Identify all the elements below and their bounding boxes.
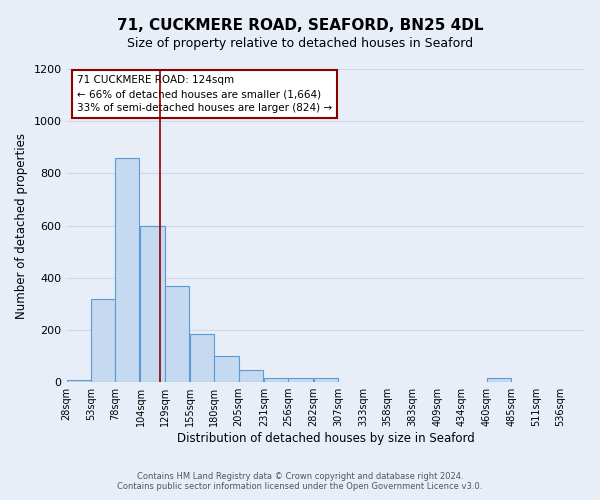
Text: 71, CUCKMERE ROAD, SEAFORD, BN25 4DL: 71, CUCKMERE ROAD, SEAFORD, BN25 4DL bbox=[117, 18, 483, 32]
Text: Contains public sector information licensed under the Open Government Licence v3: Contains public sector information licen… bbox=[118, 482, 482, 491]
Bar bbox=[165, 286, 189, 382]
Bar bbox=[239, 370, 263, 382]
Bar bbox=[487, 378, 511, 382]
Text: Contains HM Land Registry data © Crown copyright and database right 2024.: Contains HM Land Registry data © Crown c… bbox=[137, 472, 463, 481]
Bar bbox=[115, 158, 139, 382]
Text: 71 CUCKMERE ROAD: 124sqm
← 66% of detached houses are smaller (1,664)
33% of sem: 71 CUCKMERE ROAD: 124sqm ← 66% of detach… bbox=[77, 76, 332, 114]
Bar bbox=[314, 378, 338, 382]
Bar bbox=[214, 356, 239, 382]
Bar bbox=[190, 334, 214, 382]
Bar bbox=[67, 380, 91, 382]
Bar bbox=[264, 378, 289, 382]
Bar bbox=[91, 298, 115, 382]
Y-axis label: Number of detached properties: Number of detached properties bbox=[15, 132, 28, 318]
Bar bbox=[289, 378, 313, 382]
X-axis label: Distribution of detached houses by size in Seaford: Distribution of detached houses by size … bbox=[177, 432, 475, 445]
Bar bbox=[140, 226, 165, 382]
Text: Size of property relative to detached houses in Seaford: Size of property relative to detached ho… bbox=[127, 38, 473, 51]
